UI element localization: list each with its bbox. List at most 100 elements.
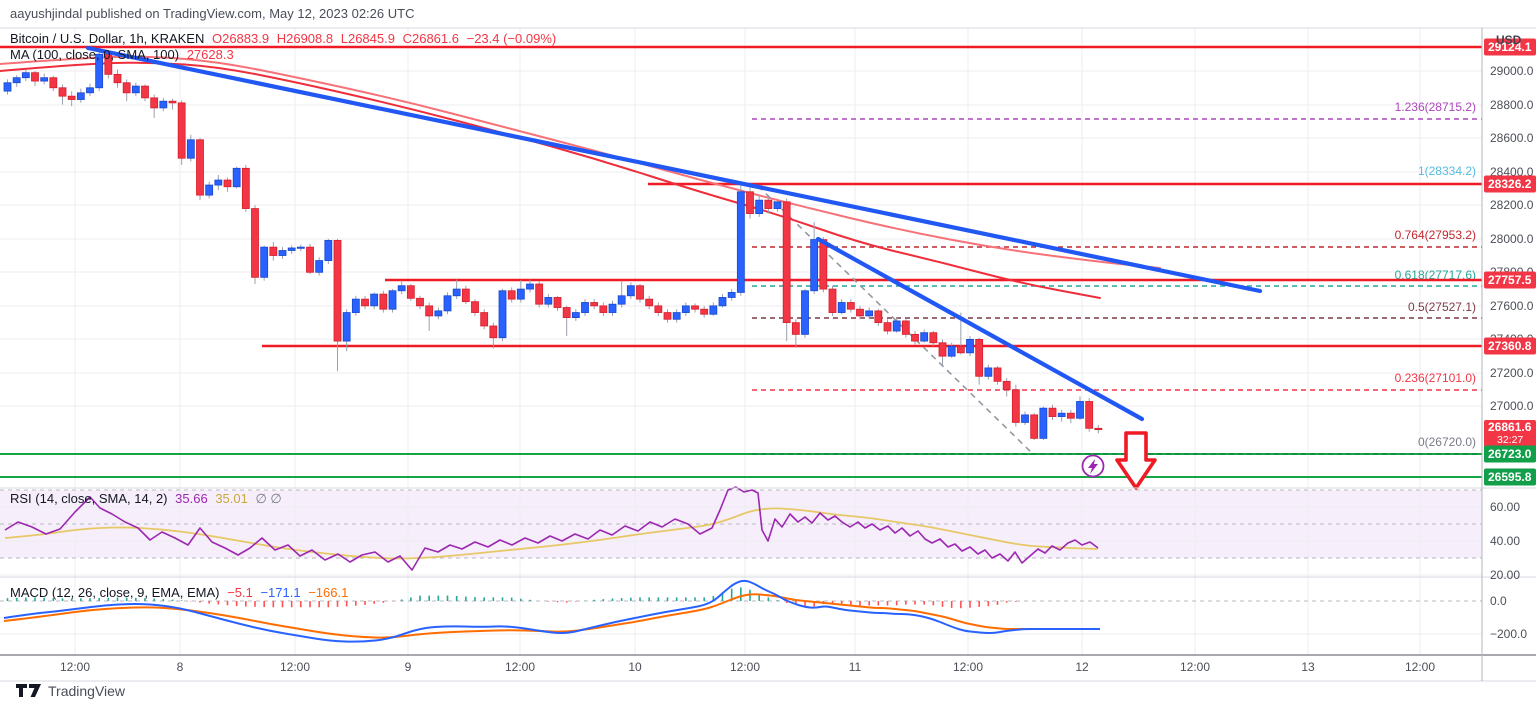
time-axis-label[interactable]: 8: [177, 660, 184, 674]
candle-body: [681, 305, 690, 313]
fib-level-label: 1(28334.2): [1418, 164, 1476, 178]
candle-body: [956, 345, 965, 354]
candle-body: [1076, 401, 1084, 419]
candle-body: [507, 290, 516, 300]
ma-secondary-curve: [0, 55, 1161, 269]
macd-histogram-bar: [410, 597, 412, 601]
macd-histogram-bar: [648, 597, 650, 601]
rsi-axis-tick[interactable]: 20.00: [1490, 568, 1520, 582]
macd-histogram-bar: [217, 601, 220, 605]
rsi-legend-row[interactable]: RSI (14, close, SMA, 14, 2) 35.66 35.01 …: [10, 491, 286, 507]
macd-histogram-bar: [483, 597, 485, 601]
price-axis-tick[interactable]: 28200.0: [1490, 198, 1534, 212]
candle-body: [883, 322, 892, 332]
tradingview-watermark[interactable]: TradingView: [16, 683, 125, 699]
candle-body: [709, 305, 718, 315]
blue-trendline[interactable]: [85, 45, 1263, 294]
macd-histogram-bar: [144, 598, 146, 601]
price-badge-value: 26595.8: [1488, 470, 1532, 484]
diagonal-dashed-trendline[interactable]: [757, 185, 1033, 454]
candle-body: [993, 367, 1002, 382]
macd-histogram-bar: [52, 598, 55, 601]
price-axis-tick[interactable]: 27000.0: [1490, 399, 1534, 413]
candle-body: [645, 298, 654, 307]
price-axis-tick[interactable]: 29000.0: [1490, 64, 1534, 78]
macd-histogram-bar: [859, 601, 861, 606]
price-badge-value: 28326.2: [1488, 177, 1532, 191]
candle-body: [315, 260, 324, 273]
candle-body: [434, 310, 443, 317]
candle-body: [361, 298, 369, 307]
macd-histogram-bar: [950, 601, 953, 608]
candle-body: [590, 302, 599, 307]
ohlc-change: −23.4 (−0.09%): [466, 31, 557, 46]
candle-body: [764, 199, 773, 209]
candle-body: [58, 87, 67, 97]
time-axis-label[interactable]: 12:00: [1405, 660, 1435, 674]
time-axis-label[interactable]: 12:00: [280, 660, 310, 674]
candle-body: [626, 285, 635, 297]
time-axis-label[interactable]: 12:00: [953, 660, 983, 674]
candle-body: [663, 312, 672, 320]
time-axis-label[interactable]: 13: [1301, 660, 1315, 674]
candle-body: [379, 293, 388, 310]
macd-histogram-bar: [153, 598, 155, 601]
time-axis-label[interactable]: 12: [1075, 660, 1089, 674]
price-axis-currency-label: USD: [1496, 33, 1522, 47]
macd-histogram-bar: [795, 601, 797, 605]
candle-body: [691, 305, 699, 310]
price-axis-tick[interactable]: 27600.0: [1490, 299, 1534, 313]
macd-legend-row[interactable]: MACD (12, 26, close, 9, EMA, EMA) −5.1 −…: [10, 585, 352, 600]
price-badge: [1484, 468, 1536, 486]
macd-histogram-bar: [877, 601, 880, 606]
symbol-legend-row[interactable]: Bitcoin / U.S. Dollar, 1h, KRAKEN O26883…: [10, 31, 560, 46]
candle-body: [938, 342, 947, 357]
macd-histogram-bar: [382, 601, 385, 603]
price-axis-tick[interactable]: 28000.0: [1490, 232, 1534, 246]
rsi-axis-tick[interactable]: 60.00: [1490, 500, 1520, 514]
macd-histogram-bar: [25, 597, 27, 601]
blue-trendline[interactable]: [815, 236, 1145, 422]
macd-histogram-bar: [80, 598, 82, 601]
fib-level-label: 0(26720.0): [1418, 435, 1476, 449]
candle-body: [131, 85, 140, 94]
time-axis-label[interactable]: 11: [849, 660, 862, 674]
time-axis-label[interactable]: 12:00: [60, 660, 90, 674]
macd-histogram-bar: [373, 601, 375, 604]
macd-histogram-bar: [474, 597, 476, 601]
macd-axis-tick[interactable]: 0.0: [1490, 594, 1507, 608]
rsi-axis-tick[interactable]: 40.00: [1490, 534, 1520, 548]
candle-body: [874, 310, 883, 324]
time-axis-label[interactable]: 10: [628, 660, 642, 674]
ma-legend-row[interactable]: MA (100, close, 0, SMA, 100) 27628.3: [10, 47, 238, 62]
time-axis-label[interactable]: 9: [405, 660, 412, 674]
candle-body: [856, 308, 864, 317]
candle-body: [608, 303, 617, 313]
published-attribution: aayushjindal published on TradingView.co…: [10, 6, 415, 21]
price-axis-tick[interactable]: 28800.0: [1490, 98, 1534, 112]
candle-body: [727, 292, 736, 298]
price-axis-tick[interactable]: 27200.0: [1490, 366, 1534, 380]
candle-body: [984, 367, 993, 377]
time-axis-label[interactable]: 12:00: [1180, 660, 1210, 674]
candle-body: [947, 345, 956, 357]
candle-body: [122, 82, 131, 94]
macd-histogram-bar: [941, 601, 944, 607]
candle-body: [553, 297, 562, 308]
rsi-ma-value: 35.01: [215, 491, 248, 506]
price-axis-tick[interactable]: 28600.0: [1490, 131, 1534, 145]
macd-histogram-bar: [235, 601, 238, 607]
candle-body: [21, 72, 30, 79]
price-badge: [1484, 420, 1536, 448]
macd-axis-tick[interactable]: −200.0: [1490, 627, 1527, 641]
macd-histogram-bar: [776, 600, 779, 601]
time-axis-label[interactable]: 12:00: [730, 660, 760, 674]
time-axis-label[interactable]: 12:00: [505, 660, 535, 674]
down-arrow-annotation[interactable]: [1115, 431, 1157, 490]
candle-body: [718, 297, 727, 307]
macd-histogram-bar: [455, 596, 458, 601]
macd-histogram-bar: [831, 601, 834, 605]
candle-body: [700, 308, 709, 315]
macd-histogram-bar: [978, 601, 980, 607]
